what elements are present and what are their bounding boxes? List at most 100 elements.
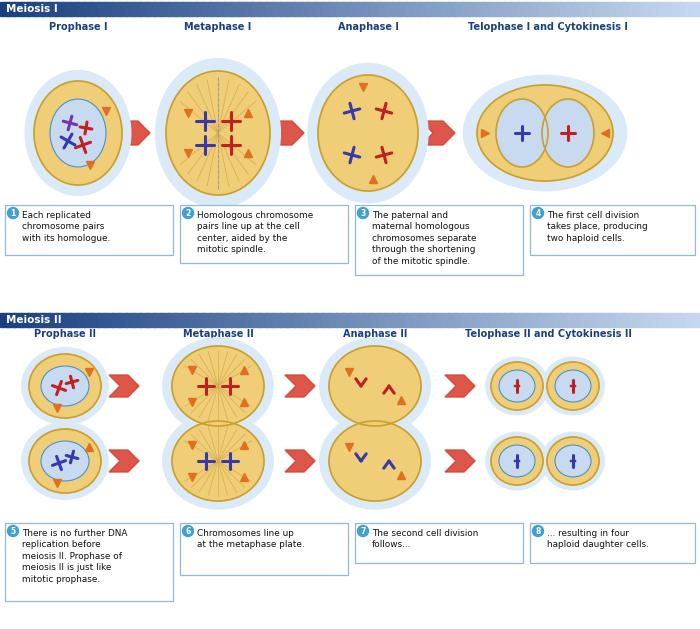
Bar <box>658 2 666 16</box>
Bar <box>56 2 64 16</box>
Bar <box>581 313 589 327</box>
Bar <box>651 2 659 16</box>
Bar <box>686 313 694 327</box>
Bar <box>399 313 407 327</box>
Circle shape <box>358 208 368 218</box>
Text: 7: 7 <box>360 526 365 535</box>
Bar <box>238 2 246 16</box>
Bar <box>616 2 624 16</box>
Bar <box>490 2 498 16</box>
Bar <box>245 2 253 16</box>
Bar <box>91 2 99 16</box>
Ellipse shape <box>555 370 591 402</box>
Bar <box>574 2 582 16</box>
Bar <box>84 2 92 16</box>
Text: Anaphase I: Anaphase I <box>337 22 398 32</box>
Bar <box>560 313 568 327</box>
Bar <box>245 313 253 327</box>
Bar <box>539 2 547 16</box>
Ellipse shape <box>25 70 131 196</box>
Bar <box>105 313 113 327</box>
Text: ... resulting in four
haploid daughter cells.: ... resulting in four haploid daughter c… <box>547 529 649 550</box>
Text: The second cell division
follows...: The second cell division follows... <box>372 529 478 550</box>
Bar <box>196 2 204 16</box>
Ellipse shape <box>155 58 281 208</box>
Circle shape <box>183 208 193 218</box>
Bar <box>623 2 631 16</box>
Bar <box>168 2 176 16</box>
Ellipse shape <box>166 71 270 195</box>
FancyBboxPatch shape <box>355 523 523 563</box>
Bar <box>238 313 246 327</box>
Bar <box>161 313 169 327</box>
Bar <box>28 2 36 16</box>
Ellipse shape <box>496 99 548 167</box>
Ellipse shape <box>163 338 273 434</box>
Ellipse shape <box>547 362 599 410</box>
Bar <box>476 2 484 16</box>
Bar <box>385 2 393 16</box>
Text: 6: 6 <box>186 526 190 535</box>
Bar <box>623 313 631 327</box>
Bar <box>14 2 22 16</box>
Bar <box>385 313 393 327</box>
Bar <box>588 2 596 16</box>
Bar <box>427 313 435 327</box>
Bar <box>343 2 351 16</box>
Text: Meiosis II: Meiosis II <box>6 315 62 325</box>
Ellipse shape <box>499 445 535 477</box>
Bar <box>308 313 316 327</box>
Bar <box>357 2 365 16</box>
Bar <box>406 313 414 327</box>
Ellipse shape <box>172 346 264 426</box>
Ellipse shape <box>320 413 430 509</box>
Bar <box>504 313 512 327</box>
Bar <box>399 2 407 16</box>
Bar <box>420 2 428 16</box>
Bar <box>644 313 652 327</box>
Bar <box>133 313 141 327</box>
Polygon shape <box>285 375 315 397</box>
Bar <box>301 313 309 327</box>
Bar <box>462 313 470 327</box>
Ellipse shape <box>542 99 594 167</box>
Bar <box>336 2 344 16</box>
Bar <box>392 313 400 327</box>
Bar <box>448 313 456 327</box>
Polygon shape <box>445 450 475 472</box>
Text: Chromosomes line up
at the metaphase plate.: Chromosomes line up at the metaphase pla… <box>197 529 304 550</box>
Bar <box>378 2 386 16</box>
Bar <box>616 313 624 327</box>
Bar <box>0 313 8 327</box>
Bar <box>595 2 603 16</box>
Bar <box>315 2 323 16</box>
Bar <box>525 2 533 16</box>
Bar <box>490 313 498 327</box>
Ellipse shape <box>29 354 101 418</box>
Ellipse shape <box>22 423 108 499</box>
Bar <box>672 2 680 16</box>
Bar <box>189 2 197 16</box>
Polygon shape <box>109 450 139 472</box>
Bar <box>301 2 309 16</box>
Bar <box>532 2 540 16</box>
Bar <box>343 313 351 327</box>
Bar <box>686 2 694 16</box>
Ellipse shape <box>491 362 543 410</box>
Text: Each replicated
chromosome pairs
with its homologue.: Each replicated chromosome pairs with it… <box>22 211 111 243</box>
Bar <box>308 2 316 16</box>
Bar <box>539 313 547 327</box>
FancyBboxPatch shape <box>5 205 173 255</box>
Bar <box>259 2 267 16</box>
Bar <box>63 313 71 327</box>
Bar <box>371 313 379 327</box>
Bar <box>679 2 687 16</box>
Bar <box>84 313 92 327</box>
Bar <box>518 2 526 16</box>
Bar <box>336 313 344 327</box>
Bar <box>665 313 673 327</box>
Bar <box>322 2 330 16</box>
Text: Homologous chromosome
pairs line up at the cell
center, aided by the
mitotic spi: Homologous chromosome pairs line up at t… <box>197 211 314 254</box>
Bar <box>14 313 22 327</box>
Bar <box>560 2 568 16</box>
